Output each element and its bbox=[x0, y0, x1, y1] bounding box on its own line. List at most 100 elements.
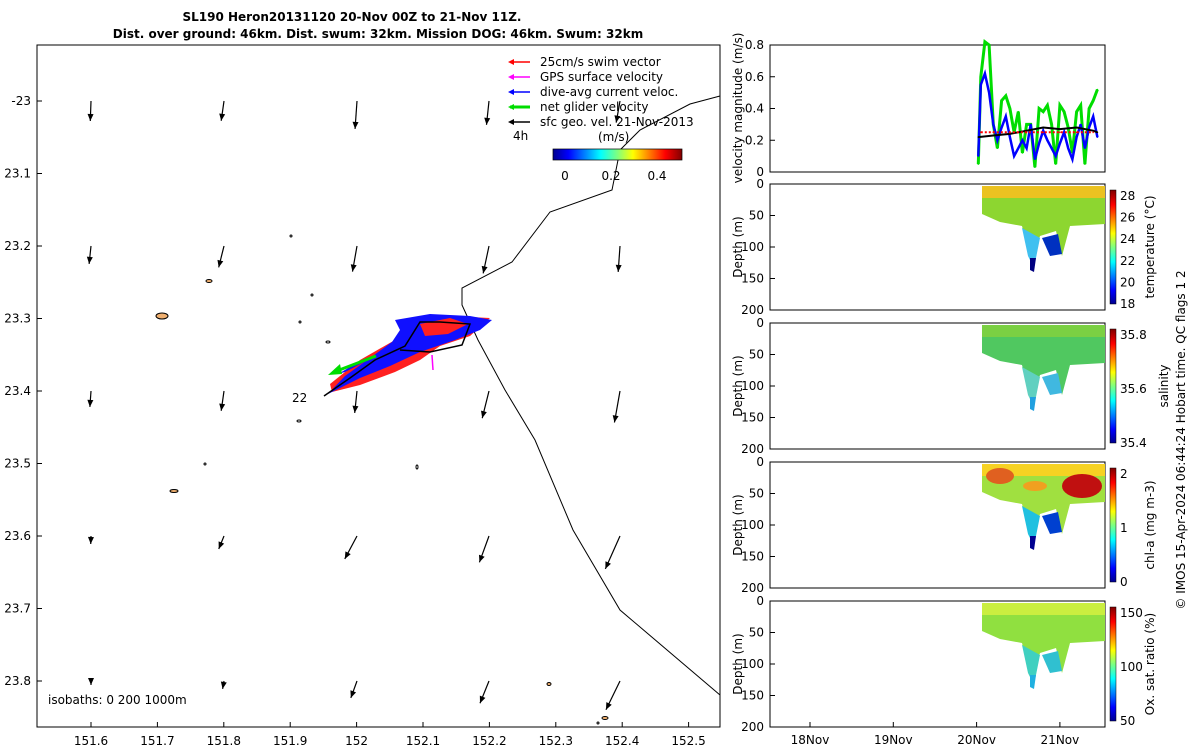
salinity-deep-layer bbox=[1030, 397, 1036, 411]
colorbar-unit: (m/s) bbox=[598, 130, 629, 144]
velocity-data-point bbox=[1092, 132, 1094, 134]
map-y-tick-label: 23.5 bbox=[4, 457, 31, 471]
salinity-colorbar bbox=[1110, 329, 1116, 443]
surface-velocity-arrow-head bbox=[613, 415, 619, 422]
depth-tick-label: 200 bbox=[741, 720, 764, 734]
legend-swatch-head bbox=[508, 119, 514, 125]
legend-swatch-head bbox=[508, 59, 514, 65]
chla-colorbar-tick: 0 bbox=[1120, 575, 1128, 589]
chla-high-patch bbox=[986, 468, 1014, 484]
map-x-tick-label: 152.1 bbox=[406, 734, 440, 748]
isobath-contour bbox=[597, 722, 599, 724]
depth-tick-label: 200 bbox=[741, 303, 764, 317]
velocity-data-point bbox=[1042, 132, 1044, 134]
salinity-colorbar-tick: 35.8 bbox=[1120, 328, 1147, 342]
surface-velocity-arrow-head bbox=[221, 681, 227, 688]
surface-velocity-arrow-head bbox=[484, 118, 490, 125]
velocity-data-point bbox=[1038, 143, 1040, 145]
velocity-series bbox=[978, 41, 1099, 168]
map-x-tick-label: 152.3 bbox=[539, 734, 573, 748]
depth-tick-label: 0 bbox=[756, 455, 764, 469]
depth-ylabel: Depth (m) bbox=[731, 216, 745, 277]
velocity-data-point bbox=[1076, 111, 1078, 113]
surface-velocity-arrow-head bbox=[87, 400, 93, 407]
temperature-colorbar-tick: 20 bbox=[1120, 275, 1135, 289]
temperature-colorbar bbox=[1110, 190, 1116, 304]
chla-colorbar-label: chl-a (mg m-3) bbox=[1143, 480, 1157, 569]
velocity-data-point bbox=[1026, 132, 1028, 134]
speed-colorbar bbox=[553, 149, 682, 160]
oxygen-colorbar-tick: 150 bbox=[1120, 606, 1143, 620]
oxygen-surface-layer bbox=[982, 603, 1105, 615]
velocity-y-tick-label: 0.2 bbox=[745, 133, 764, 147]
chla-high-patch bbox=[1062, 474, 1102, 498]
credit-line: © IMOS 15-Apr-2024 06:44:24 Hobart time.… bbox=[1174, 270, 1188, 609]
map-y-tick-label: -23 bbox=[11, 94, 31, 108]
map-y-tick-label: 23.6 bbox=[4, 529, 31, 543]
colorbar-tick: 0.4 bbox=[647, 169, 666, 183]
oxygen-deep-layer bbox=[1030, 675, 1036, 689]
legend-entry: sfc geo. vel. 21-Nov-2013 bbox=[540, 115, 694, 129]
velocity-data-point bbox=[1092, 100, 1094, 102]
surface-velocity-arrow-head bbox=[88, 537, 94, 544]
depth-tick-label: 50 bbox=[749, 487, 764, 501]
legend-entry: GPS surface velocity bbox=[540, 70, 663, 84]
time-x-tick-label: 18Nov bbox=[791, 733, 830, 747]
velocity-data-point bbox=[988, 44, 990, 46]
surface-velocity-arrow-head bbox=[352, 406, 358, 413]
map-y-tick-label: 23.8 bbox=[4, 674, 31, 688]
temperature-colorbar-tick: 26 bbox=[1120, 211, 1135, 225]
velocity-data-point bbox=[978, 163, 980, 165]
velocity-data-point bbox=[1034, 159, 1036, 161]
velocity-data-point bbox=[1042, 111, 1044, 113]
glider-track-label: 22 bbox=[292, 391, 307, 405]
chla-colorbar-tick: 1 bbox=[1120, 521, 1128, 535]
colorbar-tick: 0.2 bbox=[601, 169, 620, 183]
isobath-contour bbox=[547, 683, 551, 686]
velocity-data-point bbox=[1055, 163, 1057, 165]
velocity-data-point bbox=[1092, 116, 1094, 118]
isobath-contour bbox=[299, 321, 301, 323]
velocity-data-point bbox=[1076, 132, 1078, 134]
velocity-data-point bbox=[984, 73, 986, 75]
time-x-tick-label: 21Nov bbox=[1041, 733, 1080, 747]
chla-colorbar-tick: 2 bbox=[1120, 467, 1128, 481]
velocity-data-point bbox=[1059, 128, 1061, 130]
velocity-data-point bbox=[1038, 108, 1040, 110]
velocity-data-point bbox=[1001, 100, 1003, 102]
velocity-data-point bbox=[1009, 132, 1011, 134]
velocity-panel: 00.20.40.60.8 velocity magnitude (m/s) bbox=[731, 33, 1105, 184]
velocity-data-point bbox=[1018, 147, 1020, 149]
temperature-colorbar-tick: 22 bbox=[1120, 254, 1135, 268]
velocity-data-point bbox=[1047, 140, 1049, 142]
velocity-data-point bbox=[1009, 136, 1011, 138]
time-scale-label: 4h bbox=[513, 129, 528, 143]
velocity-data-point bbox=[1030, 124, 1032, 126]
depth-ylabel: Depth (m) bbox=[731, 355, 745, 416]
velocity-data-point bbox=[1018, 111, 1020, 113]
map-x-tick-label: 151.9 bbox=[273, 734, 307, 748]
isobath-contour bbox=[297, 420, 301, 422]
surface-velocity-arrow-head bbox=[353, 122, 359, 129]
temperature-colorbar-tick: 24 bbox=[1120, 232, 1135, 246]
velocity-data-point bbox=[1047, 105, 1049, 107]
velocity-data-point bbox=[1097, 89, 1099, 91]
velocity-data-point bbox=[993, 132, 995, 134]
legend-swatch-head bbox=[508, 104, 514, 110]
velocity-data-point bbox=[1097, 136, 1099, 138]
velocity-data-point bbox=[1072, 159, 1074, 161]
temperature-colorbar-tick: 28 bbox=[1120, 189, 1135, 203]
velocity-data-point bbox=[1042, 130, 1044, 132]
legend-swatch-head bbox=[508, 74, 514, 80]
legend-swatch-head bbox=[508, 89, 514, 95]
velocity-data-point bbox=[1059, 132, 1061, 134]
velocity-data-point bbox=[988, 92, 990, 94]
velocity-data-point bbox=[1097, 132, 1099, 134]
velocity-data-point bbox=[1001, 127, 1003, 129]
time-x-tick-label: 19Nov bbox=[874, 733, 913, 747]
